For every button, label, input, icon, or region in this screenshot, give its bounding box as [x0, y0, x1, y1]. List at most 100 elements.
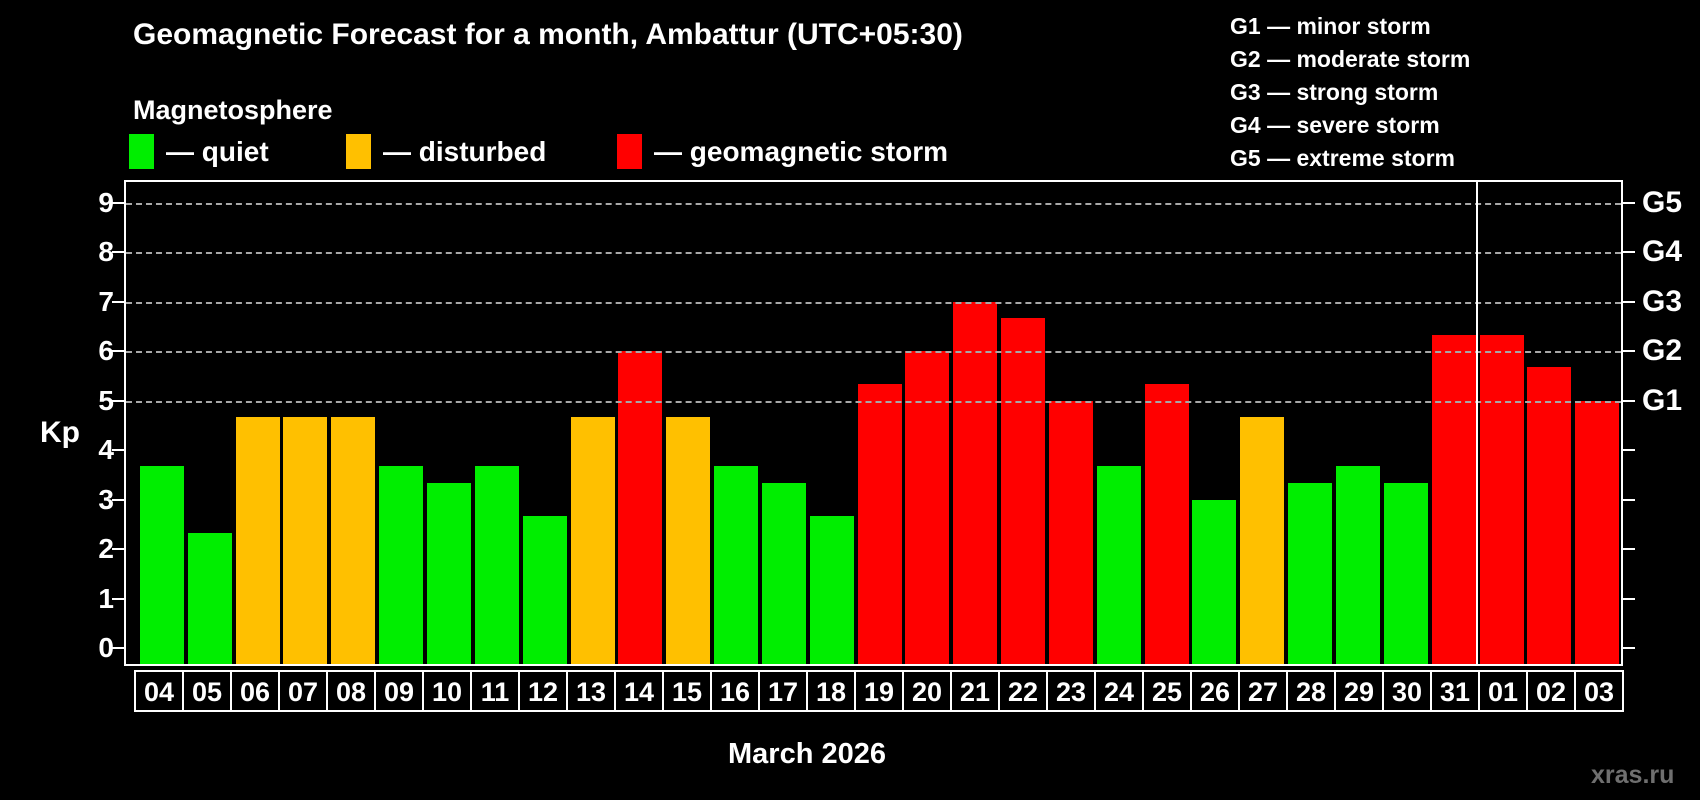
bar-slot-27: [1238, 182, 1286, 664]
right-tick-kp2: [1623, 548, 1635, 550]
right-tick-kp4: [1623, 449, 1635, 451]
right-tick-kp9: [1623, 201, 1635, 204]
right-axis-label-g2: G2: [1642, 334, 1683, 367]
kp-bar-day-30: [1383, 483, 1428, 664]
kp-bar-day-20: [905, 351, 950, 664]
day-label-12: 12: [518, 670, 568, 712]
day-label-03: 03: [1574, 670, 1624, 712]
right-tick-kp0: [1623, 647, 1635, 649]
kp-bar-day-17: [761, 483, 806, 664]
day-label-01: 01: [1478, 670, 1528, 712]
legend-item-disturbed: — disturbed: [346, 134, 546, 169]
right-tick-kp6: [1623, 350, 1635, 352]
legend-item-storm: — geomagnetic storm: [617, 134, 948, 169]
y-tick-label-7: 7: [98, 285, 114, 317]
month-boundary-line: [1476, 182, 1479, 664]
g-legend-line-g1: G1 — minor storm: [1230, 13, 1431, 39]
kp-bar-day-31: [1431, 334, 1476, 664]
day-label-08: 08: [326, 670, 376, 712]
bar-slot-19: [856, 182, 904, 664]
y-tick-label-2: 2: [98, 533, 114, 564]
day-label-13: 13: [566, 670, 616, 712]
kp-bar-day-19: [857, 384, 902, 664]
legend-item-quiet: — quiet: [129, 134, 269, 169]
bar-slot-17: [760, 182, 808, 664]
legend-label-disturbed: — disturbed: [383, 135, 547, 167]
kp-bar-day-10: [426, 483, 471, 664]
day-label-27: 27: [1238, 670, 1288, 712]
day-label-09: 09: [374, 670, 424, 712]
day-label-14: 14: [614, 670, 664, 712]
right-tick-kp3: [1623, 498, 1635, 501]
kp-bar-day-27: [1240, 416, 1285, 664]
bar-slot-04: [138, 182, 186, 664]
left-tick-kp6: [112, 350, 124, 352]
left-tick-kp2: [112, 548, 124, 550]
gridline-kp8: [126, 252, 1621, 254]
gridline-kp5: [126, 400, 1621, 403]
y-tick-label-9: 9: [98, 186, 114, 218]
day-label-24: 24: [1094, 670, 1144, 712]
day-label-18: 18: [806, 670, 856, 712]
bar-slot-16: [712, 182, 760, 664]
kp-bar-day-09: [379, 466, 424, 664]
bar-slot-30: [1382, 182, 1430, 664]
left-tick-kp9: [112, 201, 124, 204]
day-label-11: 11: [470, 670, 520, 712]
right-axis-label-g1: G1: [1642, 383, 1683, 417]
right-tick-kp1: [1623, 597, 1635, 600]
left-tick-kp3: [112, 498, 124, 501]
bar-slot-03: [1573, 182, 1621, 664]
bar-slot-02: [1525, 182, 1573, 664]
day-label-10: 10: [422, 670, 472, 712]
g-legend-line-g4: G4 — severe storm: [1230, 112, 1440, 138]
right-axis-label-g3: G3: [1642, 284, 1683, 318]
disturbed-swatch-icon: [346, 134, 371, 169]
day-label-16: 16: [710, 670, 760, 712]
kp-bar-day-13: [570, 416, 615, 664]
storm-swatch-icon: [617, 134, 642, 169]
bar-slot-24: [1095, 182, 1143, 664]
g-scale-legend: G1 — minor storm G2 — moderate storm G3 …: [1230, 10, 1470, 175]
chart-title: Geomagnetic Forecast for a month, Ambatt…: [133, 18, 963, 51]
kp-bar-day-24: [1096, 466, 1141, 664]
right-tick-kp7: [1623, 300, 1635, 303]
day-label-02: 02: [1526, 670, 1576, 712]
kp-bar-day-08: [331, 416, 376, 664]
kp-bar-day-23: [1048, 400, 1093, 664]
kp-bar-day-04: [139, 466, 184, 664]
y-axis-title: Kp: [40, 416, 80, 449]
legend-label-quiet: — quiet: [166, 135, 269, 167]
quiet-swatch-icon: [129, 134, 154, 169]
kp-bar-day-11: [474, 466, 519, 664]
bar-slot-14: [616, 182, 664, 664]
day-label-25: 25: [1142, 670, 1192, 712]
day-label-29: 29: [1334, 670, 1384, 712]
day-label-15: 15: [662, 670, 712, 712]
kp-bar-day-14: [618, 351, 663, 664]
y-tick-label-3: 3: [98, 483, 114, 515]
kp-bar-day-25: [1144, 384, 1189, 664]
g-legend-line-g3: G3 — strong storm: [1230, 79, 1439, 105]
bar-slot-15: [664, 182, 712, 664]
left-tick-kp0: [112, 647, 124, 649]
left-tick-kp4: [112, 449, 124, 451]
g-legend-line-g5: G5 — extreme storm: [1230, 145, 1455, 171]
bar-slot-23: [1047, 182, 1095, 664]
day-label-05: 05: [182, 670, 232, 712]
kp-bar-day-06: [235, 416, 280, 664]
plot-area: [124, 180, 1623, 666]
bar-slot-21: [951, 182, 999, 664]
bar-slot-09: [377, 182, 425, 664]
y-tick-label-5: 5: [98, 384, 114, 416]
kp-bar-day-02: [1527, 367, 1572, 664]
day-label-17: 17: [758, 670, 808, 712]
day-label-31: 31: [1430, 670, 1480, 712]
gridline-kp7: [126, 301, 1621, 304]
day-label-06: 06: [230, 670, 280, 712]
bar-slot-10: [425, 182, 473, 664]
y-tick-label-8: 8: [98, 236, 114, 267]
day-label-19: 19: [854, 670, 904, 712]
bars-container: [138, 182, 1621, 664]
kp-bar-day-03: [1575, 400, 1620, 664]
